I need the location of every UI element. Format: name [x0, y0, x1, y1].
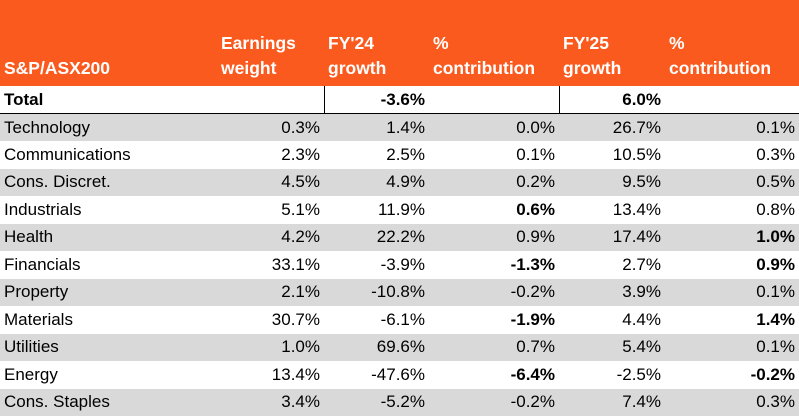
- fy25-growth-cell: 7.4%: [622, 392, 661, 412]
- fy24-contribution-cell: 0.2%: [516, 172, 555, 192]
- sector-cell: Energy: [4, 364, 58, 384]
- fy25-contribution-cell: 1.0%: [756, 227, 795, 247]
- fy24-contribution-cell: -0.2%: [510, 392, 555, 412]
- table-row: Property 2.1% -10.8% -0.2% 3.9% 0.1%: [0, 278, 799, 306]
- table-row: Technology 0.3% 1.4% 0.0% 26.7% 0.1%: [0, 113, 799, 141]
- table-row: Health 4.2% 22.2% 0.9% 17.4% 1.0%: [0, 223, 799, 251]
- weight-cell: 30.7%: [271, 309, 320, 329]
- fy24-contribution-cell: 0.7%: [516, 337, 555, 357]
- total-fy25-contribution: [665, 86, 799, 114]
- total-label: Total: [0, 86, 217, 114]
- fy25-contribution-cell: 1.4%: [756, 309, 795, 329]
- weight-cell: 2.3%: [281, 144, 320, 164]
- fy25-contribution-cell: 0.1%: [756, 282, 795, 302]
- sector-cell: Communications: [4, 144, 131, 164]
- header-earnings-weight: Earnings weight: [221, 33, 296, 78]
- weight-cell: 4.5%: [281, 172, 320, 192]
- fy24-contribution-cell: 0.9%: [516, 227, 555, 247]
- fy24-growth-cell: 22.2%: [376, 227, 425, 247]
- fy25-growth-cell: 4.4%: [622, 309, 661, 329]
- fy25-growth-cell: 5.4%: [622, 337, 661, 357]
- fy24-growth-cell: -5.2%: [380, 392, 425, 412]
- weight-cell: 5.1%: [281, 199, 320, 219]
- fy25-contribution-cell: 0.1%: [756, 337, 795, 357]
- fy24-growth-cell: -3.9%: [380, 254, 425, 274]
- fy24-growth-cell: 11.9%: [378, 199, 425, 219]
- sector-cell: Industrials: [4, 199, 82, 219]
- table-row: Financials 33.1% -3.9% -1.3% 2.7% 0.9%: [0, 251, 799, 279]
- table-row: Cons. Discret. 4.5% 4.9% 0.2% 9.5% 0.5%: [0, 168, 799, 196]
- table-row: Utilities 1.0% 69.6% 0.7% 5.4% 0.1%: [0, 333, 799, 361]
- header-fy24-growth: FY'24 growth: [328, 33, 387, 78]
- fy24-growth-cell: 2.5%: [386, 144, 425, 164]
- total-weight: [217, 86, 324, 114]
- sector-cell: Property: [4, 282, 69, 302]
- header-fy25-growth: FY'25 growth: [563, 33, 622, 78]
- fy25-growth-cell: 3.9%: [622, 282, 661, 302]
- header-row: S&P/ASX200 Earnings weight FY'24 growth …: [0, 0, 799, 86]
- fy24-growth-cell: 1.4%: [386, 117, 425, 137]
- weight-cell: 4.2%: [281, 227, 320, 247]
- fy24-contribution-cell: 0.0%: [516, 117, 555, 137]
- table-row: Energy 13.4% -47.6% -6.4% -2.5% -0.2%: [0, 361, 799, 389]
- fy24-contribution-cell: 0.1%: [516, 144, 555, 164]
- fy25-contribution-cell: 0.8%: [756, 199, 795, 219]
- fy25-contribution-cell: -0.2%: [750, 364, 795, 384]
- weight-cell: 3.4%: [281, 392, 320, 412]
- table-row: Communications 2.3% 2.5% 0.1% 10.5% 0.3%: [0, 141, 799, 169]
- table-row: Materials 30.7% -6.1% -1.9% 4.4% 1.4%: [0, 306, 799, 334]
- fy24-contribution-cell: -6.4%: [510, 364, 555, 384]
- fy25-contribution-cell: 0.5%: [756, 172, 795, 192]
- fy24-contribution-cell: -1.3%: [510, 254, 555, 274]
- weight-cell: 0.3%: [281, 117, 320, 137]
- fy25-contribution-cell: 0.1%: [756, 117, 795, 137]
- total-row: Total -3.6% 6.0%: [0, 86, 799, 114]
- fy25-growth-cell: 17.4%: [612, 227, 661, 247]
- fy25-contribution-cell: 0.9%: [756, 254, 795, 274]
- sector-cell: Utilities: [4, 337, 59, 357]
- fy24-contribution-cell: -1.9%: [510, 309, 555, 329]
- fy24-contribution-cell: 0.6%: [516, 199, 555, 219]
- sector-cell: Materials: [4, 309, 73, 329]
- header-fy25-contribution: % contribution: [669, 33, 772, 78]
- header-sector: S&P/ASX200: [4, 58, 111, 78]
- total-fy24-growth: -3.6%: [323, 86, 429, 114]
- fy24-growth-cell: 69.6%: [376, 337, 425, 357]
- sector-cell: Cons. Discret.: [4, 172, 111, 192]
- table-row: Cons. Staples 3.4% -5.2% -0.2% 7.4% 0.3%: [0, 388, 799, 416]
- weight-cell: 33.1%: [271, 254, 320, 274]
- fy25-contribution-cell: 0.3%: [756, 144, 795, 164]
- fy24-growth-cell: -47.6%: [371, 364, 425, 384]
- table-row: Industrials 5.1% 11.9% 0.6% 13.4% 0.8%: [0, 196, 799, 224]
- fy25-growth-cell: 26.7%: [612, 117, 661, 137]
- fy25-growth-cell: 2.7%: [622, 254, 661, 274]
- sector-cell: Health: [4, 227, 54, 247]
- weight-cell: 1.0%: [281, 337, 320, 357]
- total-fy25-growth: 6.0%: [558, 86, 665, 114]
- header-fy24-contribution: % contribution: [433, 33, 536, 78]
- sector-cell: Financials: [4, 254, 81, 274]
- fy25-contribution-cell: 0.3%: [756, 392, 795, 412]
- fy24-growth-cell: -10.8%: [371, 282, 425, 302]
- total-fy24-contribution: [429, 86, 559, 114]
- fy25-growth-cell: -2.5%: [616, 364, 661, 384]
- sector-cell: Technology: [4, 117, 91, 137]
- fy25-growth-cell: 9.5%: [622, 172, 661, 192]
- weight-cell: 13.4%: [271, 364, 320, 384]
- weight-cell: 2.1%: [281, 282, 320, 302]
- fy25-growth-cell: 10.5%: [612, 144, 661, 164]
- fy24-growth-cell: 4.9%: [386, 172, 425, 192]
- fy24-growth-cell: -6.1%: [380, 309, 425, 329]
- sector-cell: Cons. Staples: [4, 392, 110, 412]
- fy24-contribution-cell: -0.2%: [510, 282, 555, 302]
- fy25-growth-cell: 13.4%: [612, 199, 661, 219]
